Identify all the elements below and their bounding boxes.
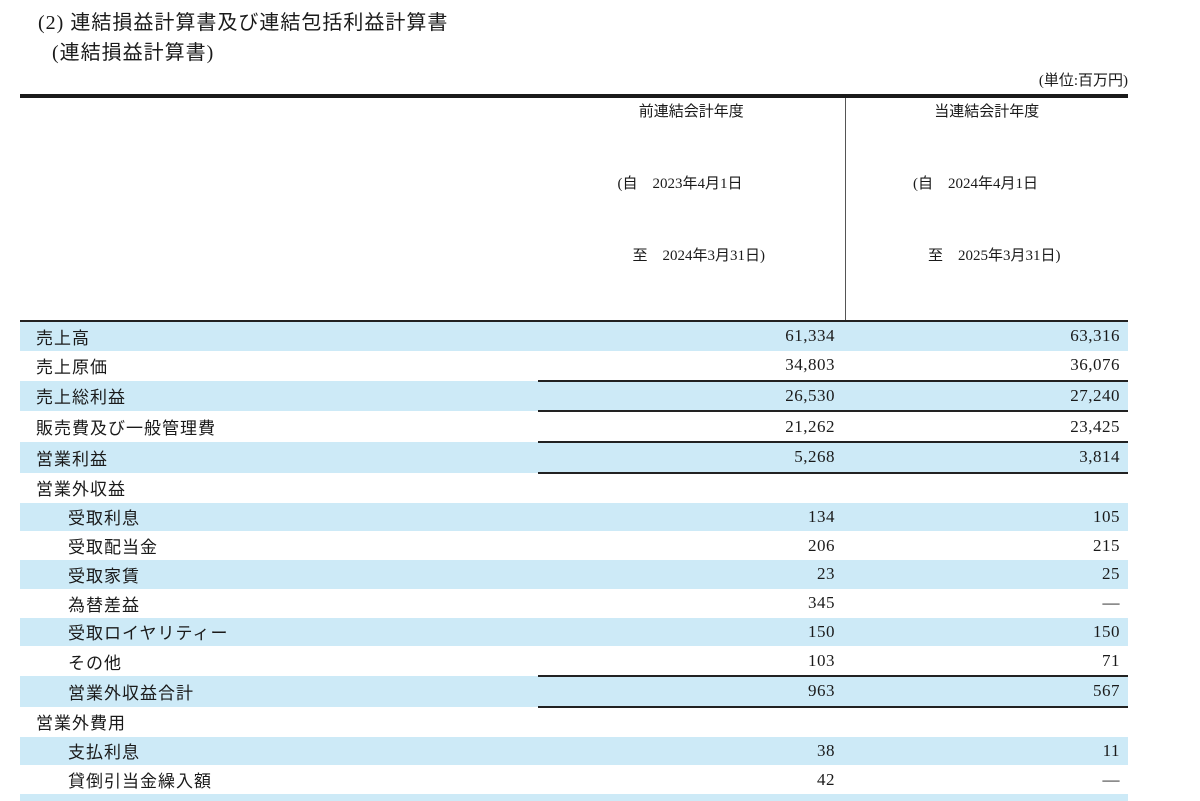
prior-period-value: 134 (538, 502, 845, 532)
income-statement-table-body: 売上高 61,334 63,316 売上原価 34,803 36,076 売上総利益 26,5… (20, 321, 1128, 801)
prior-period-value: 5,268 (538, 441, 845, 474)
prior-period-value: — (538, 794, 845, 801)
prior-period-value: 21,262 (785, 416, 835, 436)
table-row: 支払利息 38 11 (20, 736, 1128, 766)
prior-period-value: 34,803 (785, 355, 835, 375)
current-period-value: — (1102, 593, 1120, 613)
table-row: 受取配当金 206 215 (20, 531, 1128, 560)
current-period-value (845, 473, 1128, 503)
prior-period-value (538, 473, 845, 503)
row-label: 営業外収益 (36, 480, 126, 500)
income-statement-table: 前連結会計年度 (自 2023年4月1日 至 2024年3月31日) 当連結会計… (20, 94, 1128, 801)
table-row: 営業外収益 (20, 473, 1128, 503)
prior-period-dates: (自 2023年4月1日 至 2024年3月31日) (617, 176, 766, 264)
table-row: 営業外収益合計 963 567 (20, 675, 1128, 708)
current-period-value (845, 707, 1128, 737)
prior-period-value: 38 (538, 736, 845, 766)
current-period-value: 3,814 (845, 441, 1128, 474)
table-row: 受取利息 134 105 (20, 502, 1128, 532)
label-column-header (20, 96, 538, 322)
prior-period-column-header: 前連結会計年度 (自 2023年4月1日 至 2024年3月31日) (538, 96, 845, 322)
row-label: 営業外費用 (36, 714, 126, 734)
row-label: 販売費及び一般管理費 (36, 419, 216, 439)
row-label: 受取家賃 (20, 560, 538, 589)
current-period-value: 11 (845, 736, 1128, 766)
prior-period-value: 23 (538, 560, 845, 589)
current-period-value: 150 (845, 617, 1128, 647)
prior-period-value: 963 (538, 675, 845, 708)
table-row: 為替差益 345 — (20, 589, 1128, 618)
row-label: 貸倒引当金繰入額 (68, 772, 212, 792)
table-row: 貸倒引当金繰入額 42 — (20, 765, 1128, 794)
row-label: 営業外収益合計 (20, 676, 538, 707)
current-period-value: 63,316 (845, 321, 1128, 351)
prior-period-value: 206 (808, 535, 835, 555)
row-label: 受取配当金 (68, 538, 158, 558)
current-period-value: — (1102, 769, 1120, 789)
prior-period-value: 150 (538, 617, 845, 647)
table-row: 販売費及び一般管理費 21,262 23,425 (20, 411, 1128, 442)
row-label: 受取ロイヤリティー (20, 617, 538, 647)
current-period-value: 25 (845, 560, 1128, 589)
row-label: 売上総利益 (20, 380, 538, 412)
current-period-value: 71 (1102, 650, 1120, 670)
table-row: 売上高 61,334 63,316 (20, 321, 1128, 351)
row-label: 売上高 (20, 321, 538, 351)
row-label: その他 (68, 653, 122, 673)
table-header-row: 前連結会計年度 (自 2023年4月1日 至 2024年3月31日) 当連結会計… (20, 96, 1128, 322)
prior-period-name: 前連結会計年度 (638, 104, 744, 120)
table-row: 営業利益 5,268 3,814 (20, 441, 1128, 474)
row-label: 受取利息 (20, 502, 538, 532)
unit-label: (単位:百万円) (1038, 73, 1128, 89)
page-subtitle: (連結損益計算書) (52, 42, 215, 64)
current-period-value: 23,425 (1070, 416, 1120, 436)
prior-period-value (538, 707, 845, 737)
prior-period-value: 345 (808, 593, 835, 613)
prior-period-value: 26,530 (538, 379, 845, 413)
table-row: 為替差損—170 (20, 794, 1128, 801)
prior-period-value: 103 (808, 650, 835, 670)
prior-period-value: 61,334 (538, 321, 845, 351)
table-row: 営業外費用 (20, 707, 1128, 737)
table-row: 売上原価 34,803 36,076 (20, 351, 1128, 381)
table-row: 受取ロイヤリティー 150 150 (20, 617, 1128, 647)
page-title: (2) 連結損益計算書及び連結包括利益計算書 (38, 12, 449, 34)
current-period-value: 105 (845, 502, 1128, 532)
current-period-value: 36,076 (1070, 355, 1120, 375)
prior-period-value: 42 (817, 769, 835, 789)
row-label: 売上原価 (36, 358, 108, 378)
current-period-value: 215 (1093, 535, 1120, 555)
row-label: 支払利息 (20, 736, 538, 766)
row-label: 営業利益 (20, 442, 538, 473)
row-label: 為替差損 (20, 794, 538, 801)
current-period-value: 27,240 (845, 379, 1128, 413)
current-period-dates: (自 2024年4月1日 至 2025年3月31日) (913, 176, 1061, 264)
table-row: 受取家賃 23 25 (20, 560, 1128, 589)
row-label: 為替差益 (68, 595, 140, 615)
current-period-value: 567 (845, 675, 1128, 708)
current-period-name: 当連結会計年度 (934, 104, 1040, 120)
table-row: その他 103 71 (20, 646, 1128, 676)
table-row: 売上総利益 26,530 27,240 (20, 379, 1128, 413)
current-period-value: 170 (845, 794, 1128, 801)
current-period-column-header: 当連結会計年度 (自 2024年4月1日 至 2025年3月31日) (844, 96, 1128, 322)
